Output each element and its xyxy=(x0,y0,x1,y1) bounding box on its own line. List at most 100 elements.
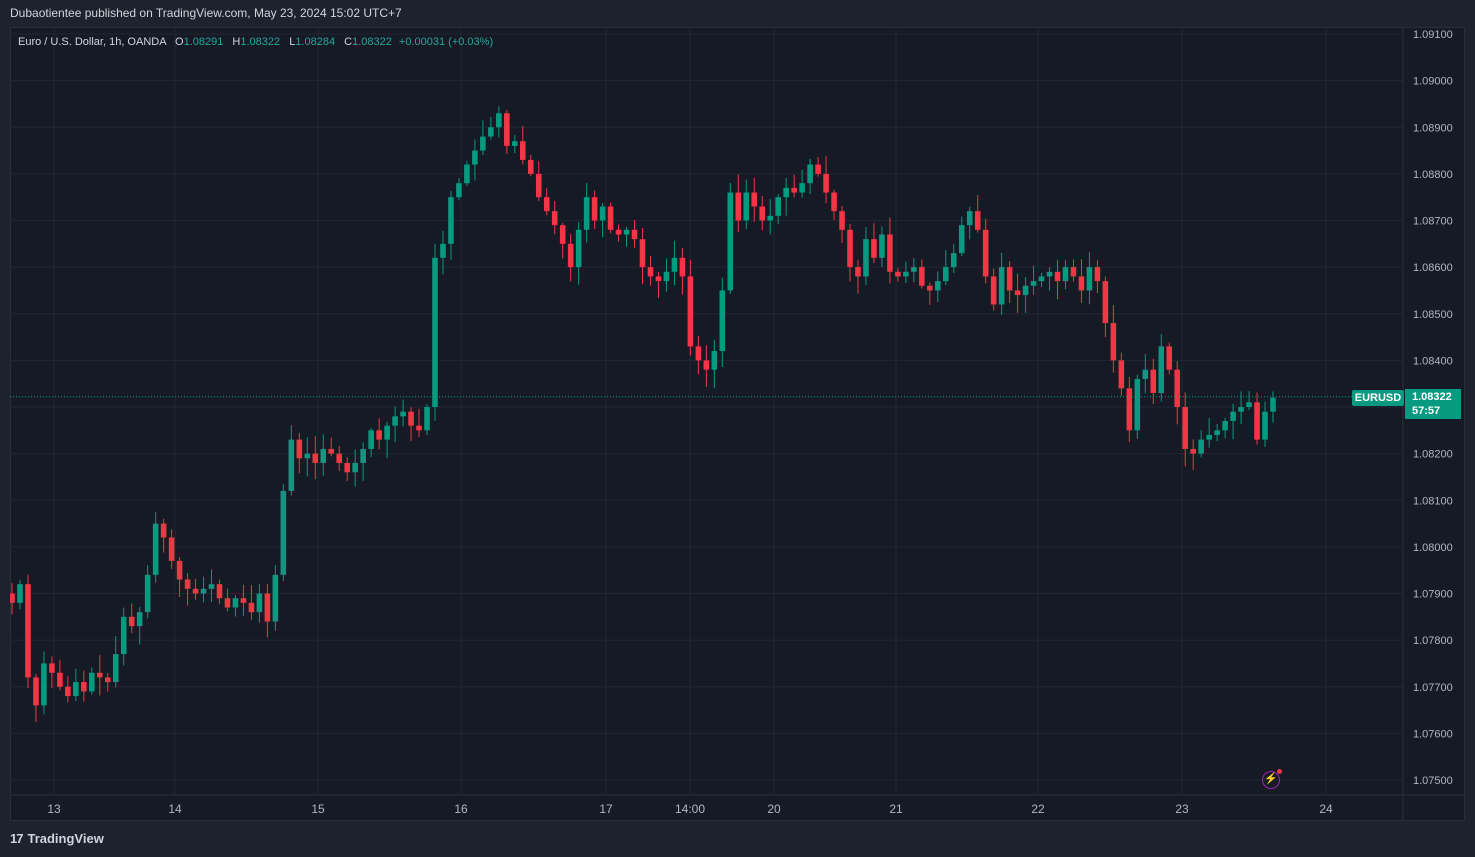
candle-body xyxy=(57,672,63,687)
candle-body xyxy=(807,164,813,184)
candle-body xyxy=(599,206,606,221)
candle-body xyxy=(1254,402,1260,440)
last-price-label: 1.08322 57:57 xyxy=(1405,389,1461,419)
x-tick-label: 24 xyxy=(1319,802,1333,816)
legend-change: +0.00031 (+0.03%) xyxy=(398,36,494,48)
candle-body xyxy=(623,229,630,235)
candle-body xyxy=(695,346,702,361)
footer-brand-name: TradingView xyxy=(27,831,104,846)
legend-open-label: O xyxy=(175,36,184,48)
candle-body xyxy=(512,141,518,146)
candle-body xyxy=(312,453,319,463)
candle-body xyxy=(200,588,207,594)
x-tick-label: 22 xyxy=(1031,802,1045,816)
candle-body xyxy=(81,682,87,692)
candle-body xyxy=(1134,379,1141,431)
candle-body xyxy=(982,229,989,277)
candle-body xyxy=(392,416,398,426)
candle-body xyxy=(1190,448,1196,454)
candle-body xyxy=(767,215,773,221)
candle-body xyxy=(551,211,558,226)
candle-body xyxy=(1214,430,1220,435)
candle-body xyxy=(631,229,638,240)
symbol-price-label[interactable]: EURUSD xyxy=(1352,390,1404,406)
candle-body xyxy=(192,588,199,594)
candle-body xyxy=(639,239,646,268)
candle-body xyxy=(1238,407,1244,412)
candle-body xyxy=(855,267,861,277)
candle-body xyxy=(448,197,454,244)
y-tick-label: 1.08700 xyxy=(1413,216,1453,228)
y-tick-label: 1.07800 xyxy=(1413,635,1453,647)
x-tick-label: 23 xyxy=(1175,802,1189,816)
candle-body xyxy=(815,164,821,174)
candle-body xyxy=(663,271,670,282)
footer-brand[interactable]: 17 TradingView xyxy=(10,829,104,849)
candle-body xyxy=(990,276,997,305)
candle-body xyxy=(1022,285,1029,296)
candle-body xyxy=(1014,290,1021,296)
candle-body xyxy=(919,267,925,286)
publish-header: Dubaotientee published on TradingView.co… xyxy=(0,0,1475,27)
tradingview-logo-icon: 17 xyxy=(10,831,24,846)
y-tick-label: 1.08500 xyxy=(1413,309,1453,321)
candle-body xyxy=(519,141,526,160)
candle-body xyxy=(128,616,135,627)
candle-body xyxy=(320,448,327,463)
candle-body xyxy=(328,448,335,454)
candle-body xyxy=(456,183,462,198)
candle-body xyxy=(440,243,446,258)
candle-body xyxy=(184,579,191,589)
candle-body xyxy=(958,225,965,254)
candle-body xyxy=(1174,369,1181,407)
candlestick-chart[interactable]: 1.09100 1.09000 1.08900 1.08800 1.08700 1.086… xyxy=(10,27,1465,821)
x-tick-label: 14 xyxy=(168,802,182,816)
lightning-alert-icon[interactable]: ⚡ xyxy=(1262,769,1282,789)
candle-body xyxy=(535,173,542,198)
candle-body xyxy=(176,560,183,580)
legend-low: 1.08284 xyxy=(295,36,336,48)
candle-body xyxy=(679,257,686,277)
y-tick-label: 1.08800 xyxy=(1413,169,1453,181)
candle-body xyxy=(927,285,933,291)
y-tick-label: 1.07700 xyxy=(1413,682,1453,694)
candle-body xyxy=(1038,276,1045,282)
candle-body xyxy=(104,677,111,683)
y-tick-label: 1.08100 xyxy=(1413,495,1453,507)
candle-body xyxy=(607,206,614,230)
candle-body xyxy=(1094,267,1101,282)
candle-body xyxy=(847,229,853,268)
candle-body xyxy=(296,439,303,459)
x-tick-label: 20 xyxy=(767,802,781,816)
candle-body xyxy=(895,271,901,277)
candle-body xyxy=(264,593,271,622)
candle-body xyxy=(559,225,566,244)
candle-body xyxy=(89,672,95,692)
candle-body xyxy=(775,197,781,216)
candle-body xyxy=(911,267,917,272)
candle-body xyxy=(240,598,247,603)
candle-body xyxy=(256,593,263,613)
candle-body xyxy=(49,663,55,673)
candle-body xyxy=(1046,271,1053,277)
y-tick-label: 1.07600 xyxy=(1413,728,1453,740)
candle-body xyxy=(950,253,957,268)
candle-body xyxy=(41,663,47,706)
candle-body xyxy=(488,127,494,137)
candle-body xyxy=(615,229,622,235)
candle-body xyxy=(1182,407,1189,449)
y-tick-label: 1.07500 xyxy=(1413,775,1453,787)
candle-body xyxy=(703,360,710,370)
last-price-value: 1.08322 xyxy=(1412,391,1452,403)
candle-body xyxy=(432,257,438,407)
candle-body xyxy=(280,490,287,575)
candle-body xyxy=(408,411,414,426)
candle-body xyxy=(73,682,79,697)
candle-body xyxy=(232,598,239,608)
candle-body xyxy=(903,271,909,277)
candle-body xyxy=(743,192,750,221)
legend-high: 1.08322 xyxy=(240,36,281,48)
candle-body xyxy=(208,584,215,589)
candle-body xyxy=(216,584,223,599)
x-tick-label: 16 xyxy=(454,802,468,816)
